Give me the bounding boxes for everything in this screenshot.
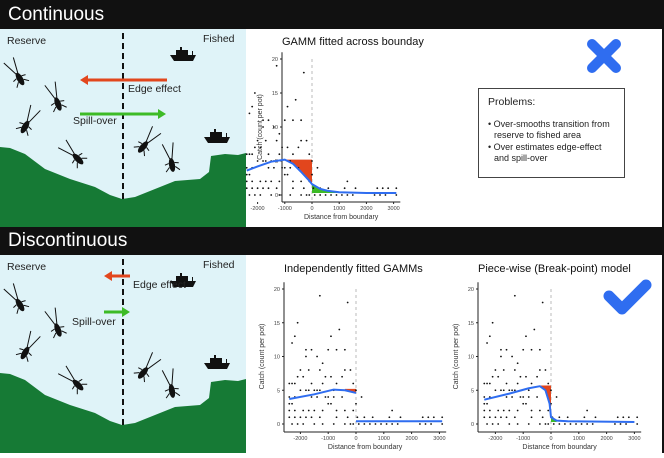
lobster-icon	[15, 330, 41, 362]
lobster-legs	[161, 368, 181, 399]
arrowhead	[80, 75, 88, 85]
fished-label: Fished	[203, 259, 235, 271]
lobster-body	[54, 97, 62, 111]
chart-title: Independently fitted GAMMs	[284, 263, 423, 275]
lobster-body	[137, 141, 149, 153]
lobster-icon	[57, 365, 88, 395]
boat-icon	[204, 355, 230, 369]
boat-shape	[170, 273, 196, 287]
chart-title: GAMM fitted across bounday	[282, 36, 424, 48]
problems-box: Problems: • Over-smooths transition from…	[478, 88, 625, 178]
lobster-icon	[44, 81, 67, 113]
lobster-icon	[15, 104, 41, 136]
lobster-legs	[15, 330, 41, 362]
discontinuous-results-panel	[246, 255, 664, 453]
boat-icon	[204, 129, 230, 143]
lobster-body	[168, 384, 176, 398]
boat-icon	[170, 47, 196, 61]
boat-shape	[204, 129, 230, 143]
arrowhead	[122, 307, 130, 317]
lobster-body	[15, 298, 25, 312]
lobster-legs	[44, 307, 67, 339]
lobster-body	[72, 379, 84, 391]
lobster-legs	[57, 365, 88, 395]
lobster-icon	[133, 126, 162, 157]
lobster-body	[137, 367, 149, 379]
section-header-discontinuous: Discontinuous	[0, 227, 664, 255]
seafloor	[0, 373, 246, 453]
reserve-label: Reserve	[7, 35, 47, 47]
lobster-body	[168, 158, 176, 172]
lobster-icon	[3, 283, 30, 314]
lobster-legs	[15, 104, 41, 136]
lobster-body	[54, 323, 62, 337]
lobster-body	[15, 72, 25, 86]
arrowhead	[158, 109, 166, 119]
lobster-icon	[161, 368, 181, 399]
lobster-legs	[3, 57, 30, 88]
reserve-label: Reserve	[7, 261, 47, 273]
lobster-icon	[44, 307, 67, 339]
discontinuous-scene: Reserve Fished Edge effect Spill-over	[0, 255, 246, 453]
lobster-body	[20, 346, 30, 360]
spill-over-label: Spill-over	[72, 316, 116, 328]
lobster-body	[72, 153, 84, 165]
lobster-icon	[161, 142, 181, 173]
lobster-legs	[133, 352, 162, 383]
problems-title: Problems:	[488, 96, 536, 108]
boat-shape	[170, 47, 196, 61]
lobster-body	[20, 120, 30, 134]
edge-effect-label: Edge effect	[128, 83, 181, 95]
boat-icon	[170, 273, 196, 287]
lobster-legs	[133, 126, 162, 157]
edge-effect-label: Edge effect	[133, 279, 186, 291]
fished-label: Fished	[203, 33, 235, 45]
problem-item: • Over-smooths transition from reserve t…	[488, 118, 610, 141]
lobster-legs	[3, 283, 30, 314]
lobster-icon	[57, 139, 88, 169]
lobster-legs	[161, 142, 181, 173]
continuous-scene: Reserve Fished Edge effect Spill-over	[0, 29, 246, 227]
spill-over-label: Spill-over	[73, 115, 117, 127]
lobster-icon	[3, 57, 30, 88]
lobster-icon	[133, 352, 162, 383]
problem-item: • Over estimates edge-effect and spill-o…	[488, 141, 602, 164]
lobster-legs	[44, 81, 67, 113]
boat-shape	[204, 355, 230, 369]
chart-title: Piece-wise (Break-point) model	[478, 263, 631, 275]
seafloor	[0, 147, 246, 227]
arrowhead	[104, 271, 112, 281]
lobster-legs	[57, 139, 88, 169]
section-header-continuous: Continuous	[0, 0, 664, 29]
